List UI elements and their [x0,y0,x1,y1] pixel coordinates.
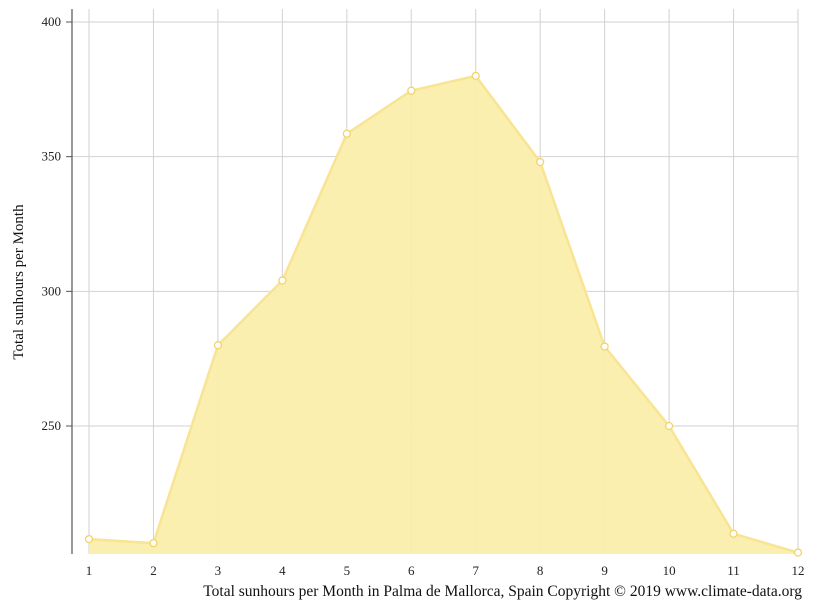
y-tick-label: 350 [42,149,62,164]
y-tick-label: 250 [42,418,62,433]
data-point [729,529,738,538]
x-tick-label: 12 [792,563,805,578]
data-point [536,157,545,167]
y-tick-label: 400 [42,14,62,29]
x-tick-label: 7 [472,563,479,578]
x-tick-label: 10 [663,563,676,578]
x-tick-label: 5 [344,563,351,578]
x-tick-label: 4 [279,563,286,578]
x-tick-label: 9 [601,563,608,578]
data-point [793,548,803,557]
data-point [471,71,480,81]
data-points [84,71,803,557]
chart-caption: Total sunhours per Month in Palma de Mal… [203,583,802,600]
x-tick-label: 8 [537,563,544,578]
x-tick-label: 1 [86,563,93,578]
area-series [88,74,799,554]
y-axis-label: Total sunhours per Month [11,204,27,360]
y-tick-label: 300 [42,283,62,298]
data-point [213,341,223,350]
series-line [88,74,799,554]
data-point [664,421,674,431]
data-point [600,342,609,351]
data-point [278,276,287,285]
data-point [342,129,351,138]
area-fill [89,75,798,554]
data-point [407,86,416,95]
x-tick-label: 11 [727,563,740,578]
axes [66,9,73,554]
data-point [149,539,158,548]
x-tick-label: 2 [150,563,157,578]
x-tick-label: 3 [215,563,222,578]
x-tick-label: 6 [408,563,415,578]
data-point [84,534,94,544]
